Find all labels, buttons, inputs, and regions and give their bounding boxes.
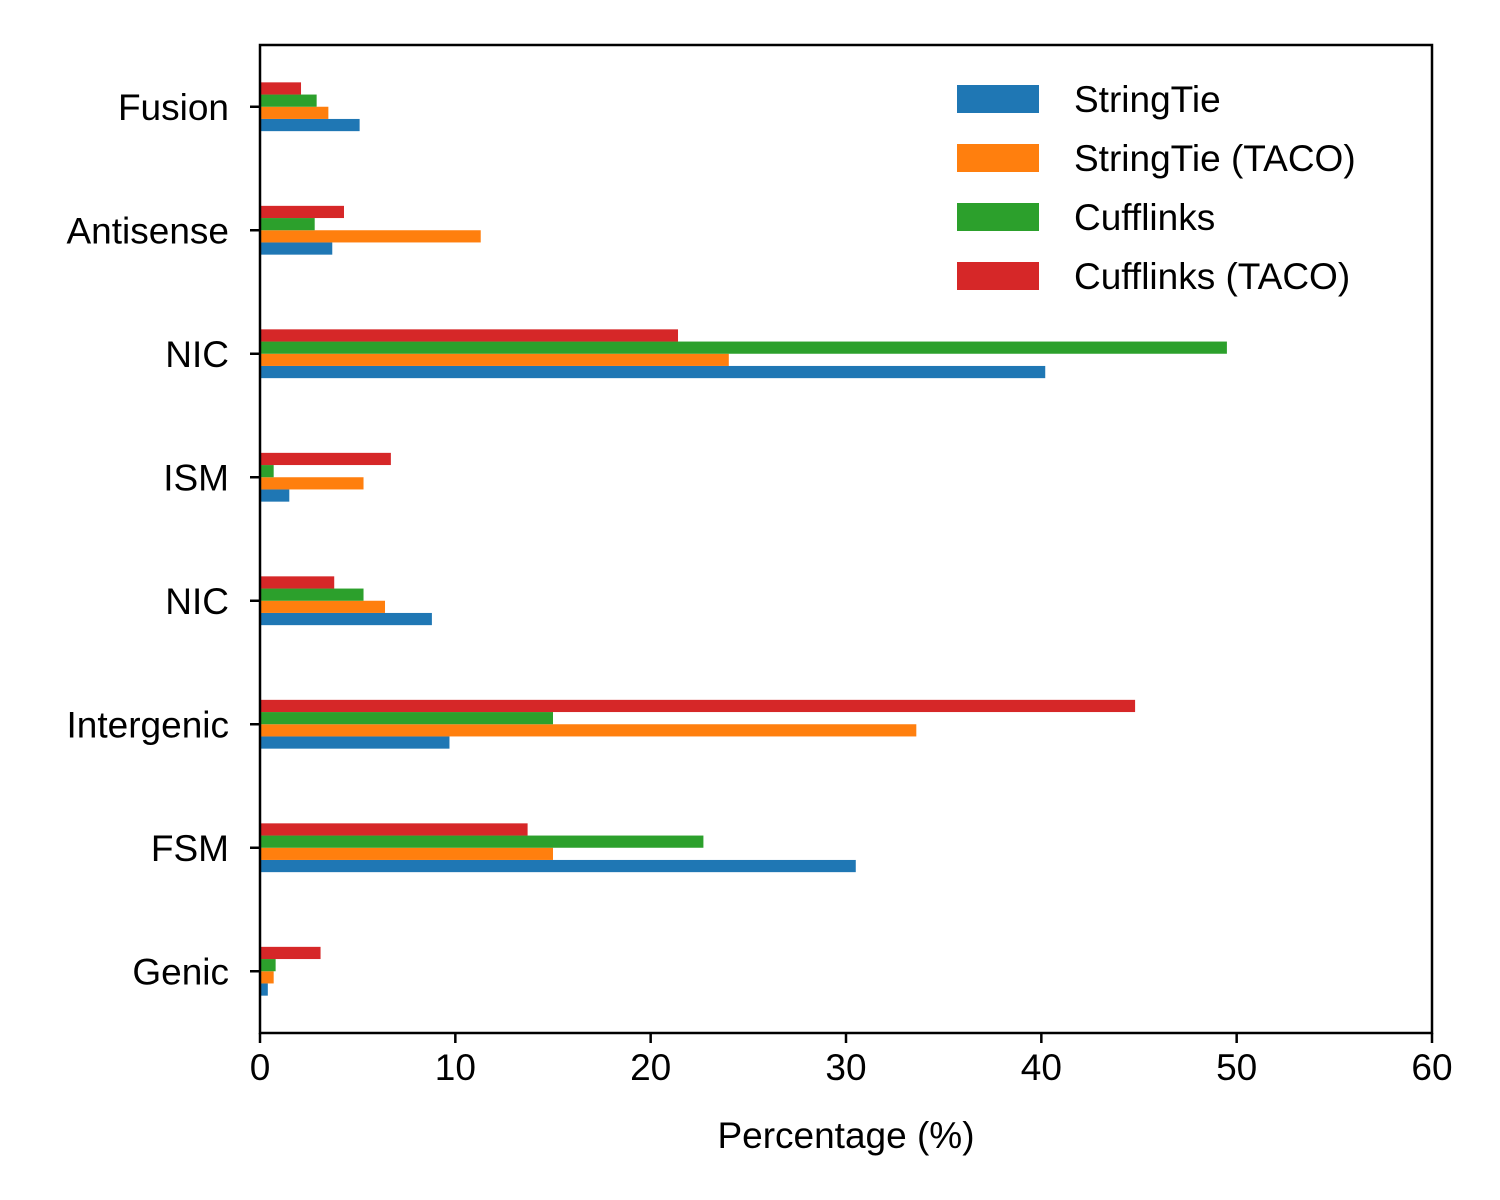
bar <box>260 946 321 960</box>
x-tick-label: 40 <box>1021 1047 1062 1088</box>
bar <box>260 94 317 107</box>
bar <box>260 82 302 95</box>
bar <box>260 353 729 366</box>
legend-label: StringTie (TACO) <box>1074 138 1356 179</box>
x-tick-label: 10 <box>435 1047 476 1088</box>
y-category-label: ISM <box>163 457 229 498</box>
legend-swatch <box>957 203 1039 231</box>
bar <box>260 699 1136 713</box>
legend-label: Cufflinks <box>1074 197 1215 238</box>
x-tick-label: 30 <box>825 1047 866 1088</box>
plot-frame <box>258 43 1434 1035</box>
y-category-label: FSM <box>151 828 229 869</box>
y-category-label: Intergenic <box>67 704 230 745</box>
bar <box>260 576 335 589</box>
bar <box>260 452 391 466</box>
bar <box>260 106 329 119</box>
bar <box>260 736 450 749</box>
bar <box>260 612 432 626</box>
legend-swatch <box>957 85 1039 113</box>
y-category-label: NIC <box>165 334 229 375</box>
bar <box>260 847 553 860</box>
bar <box>260 724 917 737</box>
bar <box>260 465 274 478</box>
bar <box>260 341 1227 354</box>
bar <box>260 712 553 725</box>
bar <box>260 242 333 255</box>
x-tick-label: 0 <box>250 1047 271 1088</box>
bar <box>260 329 679 342</box>
y-category-label: Antisense <box>67 210 230 251</box>
x-axis-title: Percentage (%) <box>717 1115 974 1156</box>
y-axis: Genic FSM Intergenic NIC ISM NIC Antisense Fusi… <box>67 87 260 992</box>
bar <box>260 859 856 873</box>
legend: StringTie StringTie (TACO) Cufflinks Cuffli… <box>957 79 1356 297</box>
bar <box>260 588 364 601</box>
legend-swatch <box>957 144 1039 172</box>
bar <box>260 959 276 972</box>
legend-label: StringTie <box>1074 79 1221 120</box>
x-tick-label: 50 <box>1216 1047 1257 1088</box>
legend-label: Cufflinks (TACO) <box>1074 256 1350 297</box>
y-category-label: Genic <box>132 951 229 992</box>
bar <box>260 600 386 613</box>
bar <box>260 477 364 490</box>
x-axis: 0 10 20 30 40 50 60 <box>250 1033 1453 1088</box>
bar <box>260 205 344 219</box>
bar <box>260 118 360 132</box>
y-category-label: NIC <box>165 581 229 622</box>
bar <box>260 489 290 502</box>
bar <box>260 983 268 996</box>
x-tick-label: 20 <box>630 1047 671 1088</box>
legend-swatch <box>957 262 1039 290</box>
x-tick-label: 60 <box>1411 1047 1452 1088</box>
bar <box>260 823 528 836</box>
bar <box>260 230 481 243</box>
bar <box>260 218 315 231</box>
y-category-label: Fusion <box>118 87 229 128</box>
bars-group <box>260 82 1227 996</box>
bar <box>260 365 1046 379</box>
bar <box>260 971 274 984</box>
bar <box>260 835 704 848</box>
